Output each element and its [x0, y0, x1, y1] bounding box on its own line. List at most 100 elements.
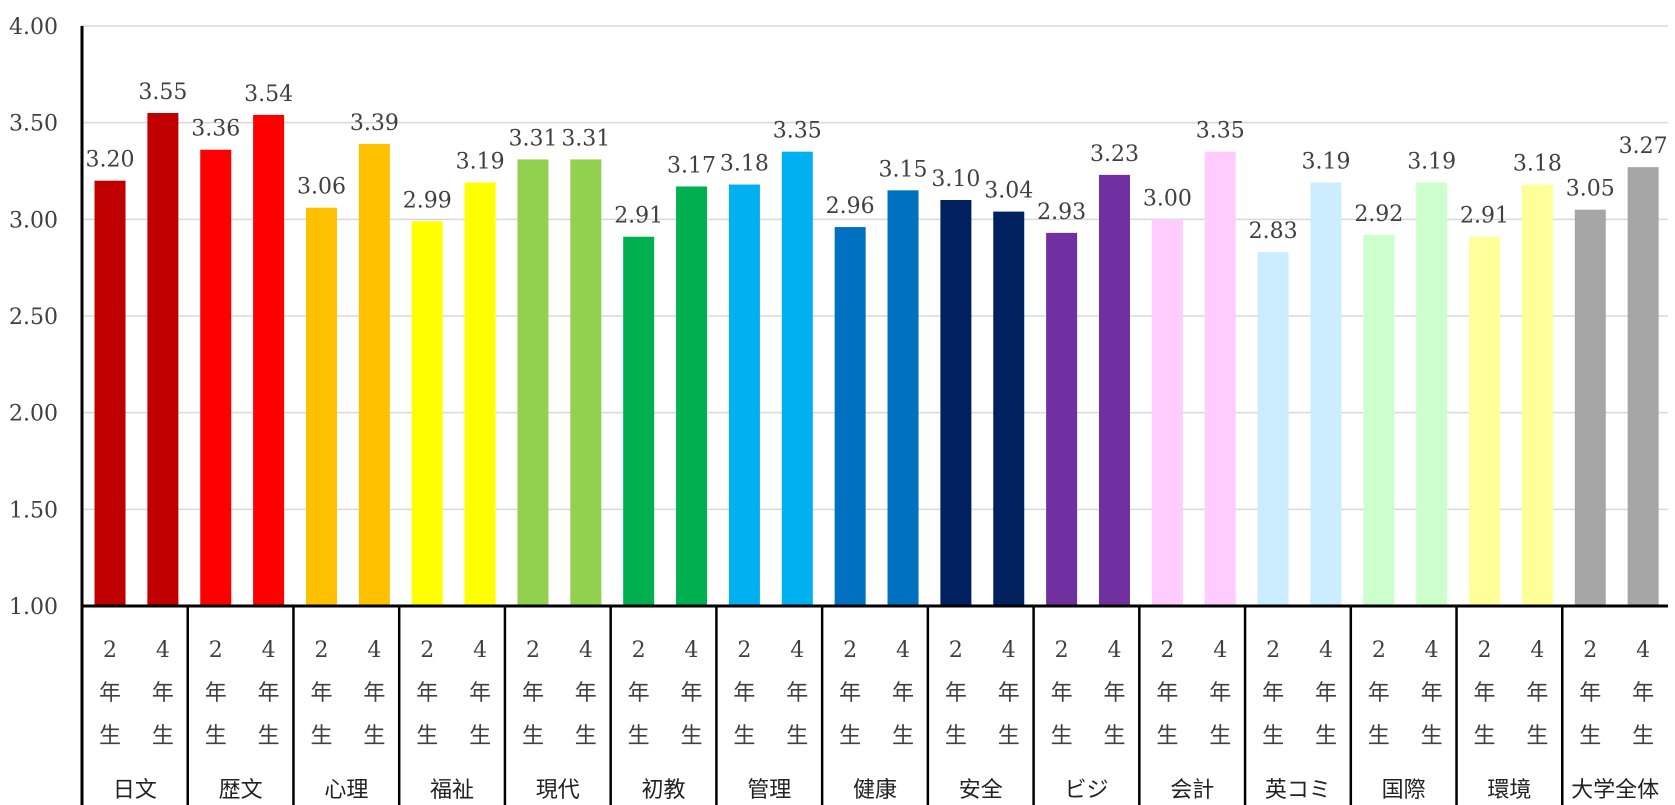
y-tick-label: 4.00	[9, 15, 58, 40]
subcategory-label: 生	[733, 724, 755, 749]
subcategory-label: 4	[579, 638, 593, 663]
category-label: 環境	[1487, 778, 1531, 803]
subcategory-label: 2	[314, 638, 328, 663]
subcategory-label: 生	[681, 724, 703, 749]
bar-4th-year	[887, 190, 919, 607]
subcategory-label: 生	[99, 724, 121, 749]
subcategory-label: 年	[258, 681, 280, 706]
subcategory-label: 生	[1368, 724, 1390, 749]
subcategory-label: 年	[1051, 681, 1073, 706]
category-label: 健康	[853, 778, 897, 803]
subcategory-label: 生	[786, 724, 808, 749]
subcategory-label: 年	[152, 681, 174, 706]
bar-2nd-year	[94, 180, 126, 606]
category-label: 国際	[1382, 778, 1426, 803]
subcategory-label: 生	[1262, 724, 1284, 749]
bar-4th-year	[570, 159, 602, 606]
bar-4th-year	[993, 211, 1025, 606]
subcategory-label: 2	[1266, 638, 1280, 663]
bar-2nd-year	[1046, 232, 1078, 606]
gridlines	[82, 25, 1668, 607]
bar-4th-year	[1310, 182, 1342, 606]
subcategory-label: 生	[945, 724, 967, 749]
subcategory-label: 年	[205, 681, 227, 706]
bar-4th-year	[1204, 151, 1236, 606]
subcategory-label: 年	[1368, 681, 1390, 706]
subcategory-label: 2	[843, 638, 857, 663]
subcategory-label: 2	[526, 638, 540, 663]
category-label: 心理	[324, 778, 368, 803]
subcategory-label: 2	[632, 638, 646, 663]
bar-4th-year	[358, 143, 390, 606]
data-label: 2.91	[614, 204, 663, 229]
data-label: 3.05	[1566, 177, 1615, 202]
subcategory-label: 4	[1319, 638, 1333, 663]
data-label: 2.99	[403, 188, 452, 213]
data-label: 3.17	[667, 153, 716, 178]
subcategory-label: 年	[945, 681, 967, 706]
subcategory-label: 年	[681, 681, 703, 706]
subcategory-label: 2	[420, 638, 434, 663]
subcategory-label: 生	[575, 724, 597, 749]
subcategory-label: 4	[262, 638, 276, 663]
bar-2nd-year	[1574, 209, 1606, 606]
bars	[94, 113, 1659, 607]
bar-2nd-year	[1363, 234, 1395, 607]
subcategory-label: 年	[1103, 681, 1125, 706]
subcategory-label: 生	[1315, 724, 1337, 749]
category-label: 歴文	[219, 778, 263, 803]
subcategory-label: 2	[1583, 638, 1597, 663]
subcategory-label: 4	[1002, 638, 1016, 663]
subcategory-label: 4	[1636, 638, 1650, 663]
subcategory-label: 年	[733, 681, 755, 706]
bar-2nd-year	[411, 221, 443, 606]
subcategory-label: 年	[363, 681, 385, 706]
data-label: 3.23	[1090, 142, 1139, 167]
category-label: 日文	[113, 778, 157, 803]
subcategory-label: 年	[469, 681, 491, 706]
y-tick-label: 3.00	[9, 208, 58, 233]
bar-4th-year	[1521, 184, 1553, 607]
y-axis-ticks: 1.00 1.50 2.00 2.50 3.00 3.50 4.00	[9, 15, 58, 620]
data-label: 3.36	[191, 117, 240, 142]
subcategory-label: 年	[839, 681, 861, 706]
subcategory-label: 年	[1526, 681, 1548, 706]
data-label: 3.20	[86, 148, 135, 173]
subcategory-label: 生	[1579, 724, 1601, 749]
subcategory-label: 2	[1478, 638, 1492, 663]
subcategory-label: 4	[790, 638, 804, 663]
data-label: 2.92	[1354, 202, 1403, 227]
bar-2nd-year	[517, 159, 549, 606]
subcategory-label: 年	[1315, 681, 1337, 706]
category-label: 福祉	[430, 778, 474, 803]
data-label: 2.96	[826, 194, 875, 219]
subcategory-label: 2	[949, 638, 963, 663]
subcategory-label: 年	[1579, 681, 1601, 706]
bar-2nd-year	[1151, 219, 1183, 607]
subcategory-label: 年	[99, 681, 121, 706]
bar-4th-year	[1416, 182, 1448, 606]
subcategory-label: 4	[1530, 638, 1544, 663]
subcategory-label: 2	[1055, 638, 1069, 663]
subcategory-label: 生	[1421, 724, 1443, 749]
subcategory-label: 4	[1425, 638, 1439, 663]
bar-4th-year	[147, 113, 179, 606]
subcategory-label: 生	[152, 724, 174, 749]
bar-4th-year	[464, 182, 496, 606]
subcategory-label: 年	[1421, 681, 1443, 706]
data-label: 3.19	[1407, 150, 1456, 175]
category-label: 安全	[959, 778, 1003, 803]
category-label: 初教	[642, 778, 686, 803]
y-tick-label: 3.50	[9, 112, 58, 137]
data-label: 3.35	[1196, 119, 1245, 144]
data-label: 3.15	[879, 157, 928, 182]
data-label: 2.91	[1460, 204, 1509, 229]
subcategory-label: 4	[896, 638, 910, 663]
data-label: 3.31	[561, 126, 610, 151]
subcategory-label: 2	[737, 638, 751, 663]
subcategory-label: 生	[469, 724, 491, 749]
subcategory-label: 生	[628, 724, 650, 749]
subcategory-label: 年	[1156, 681, 1178, 706]
bar-2nd-year	[623, 236, 655, 606]
